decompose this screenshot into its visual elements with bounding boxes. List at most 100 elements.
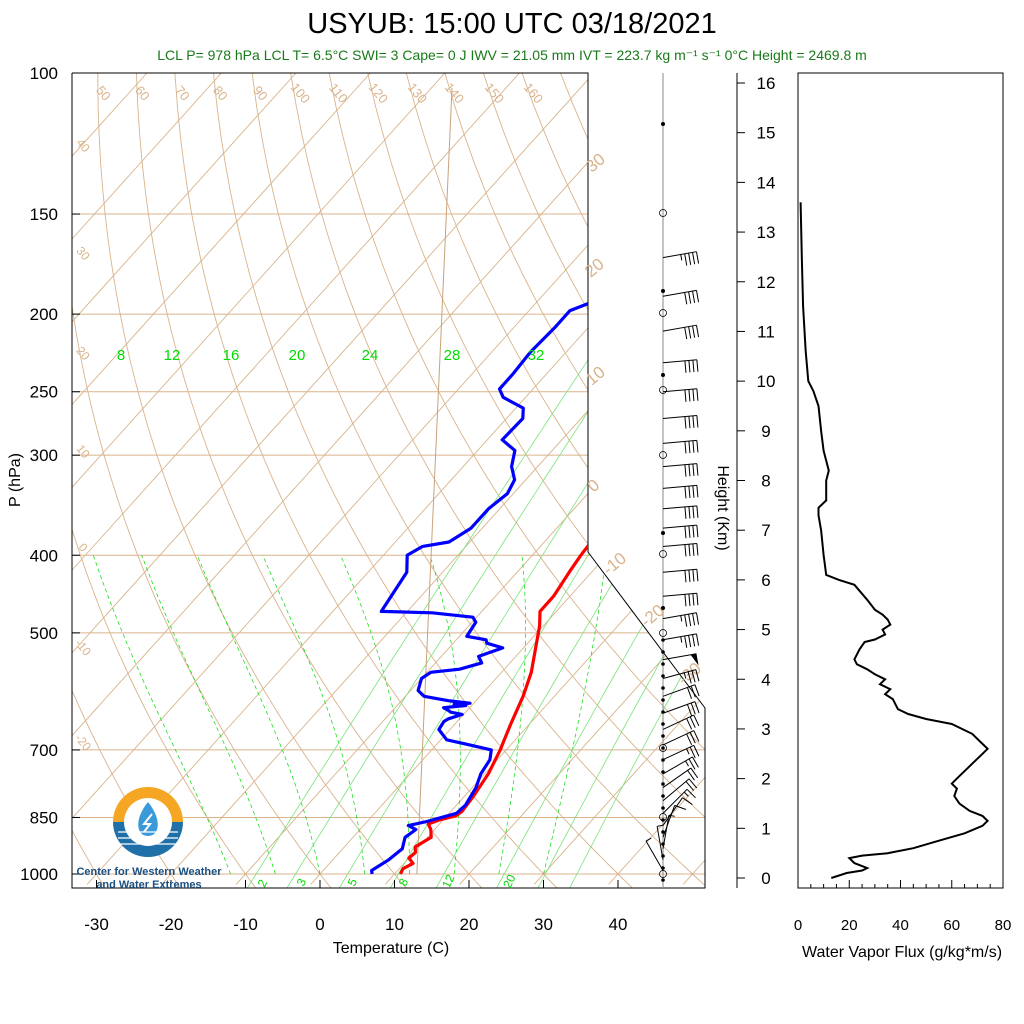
height-tick-label: 13 [757,223,776,242]
chart-subtitle: LCL P= 978 hPa LCL T= 6.5°C SWI= 3 Cape=… [157,47,867,63]
wind-barb-shaft [662,653,697,661]
wind-barb-half-feather [685,760,689,767]
wind-barb-feather [684,506,687,519]
wind-barb-feather [689,746,696,759]
wind-barb-feather [684,594,687,607]
dewpoint-profile [370,213,705,875]
wind-barb-feather [684,486,687,499]
dry-adiabat-line [72,73,108,888]
x-tick-label: 20 [460,915,479,934]
adiabat-label: 100 [288,80,313,106]
y-tick-label: 700 [30,741,58,760]
wind-barb-feather [692,593,695,606]
mixing-ratio-line [388,347,705,888]
wind-barb [662,568,699,583]
wind-barb-feather [688,593,691,606]
isotherm-line [235,73,705,885]
wind-barb-shaft [662,439,697,444]
isotherm-right-label: 30 [582,149,609,176]
wind-barb-feather [692,485,695,498]
mixing-ratio-label: 16 [223,347,240,364]
wind-barb-feather [686,733,693,746]
wind-barb [662,633,700,648]
wind-barb-feather [688,506,691,519]
temperature-profile [399,213,705,875]
wind-barb-feather [689,716,696,728]
wind-level-dot [661,830,665,834]
wind-barb-feather [688,778,698,789]
isotherm-line [72,73,297,885]
wind-barb-shaft [645,840,664,871]
mixing-ratio-label: 8 [117,347,125,364]
cw3e-logo [113,787,183,857]
dry-adiabat-line [72,73,334,888]
wind-barb-half-feather [657,824,664,827]
wind-level-marker [659,744,667,752]
wind-barb [662,542,699,557]
y-tick-label: 500 [30,624,58,643]
wind-barb [662,388,699,402]
wind-barb-feather [688,464,691,477]
wind-barb-feather [688,291,692,304]
wind-barb-feather [686,788,696,799]
isotherm-line [72,73,371,885]
wind-barb-shaft [662,669,696,679]
wind-level-dot [661,854,665,858]
wind-barb-half-feather [668,814,675,817]
wind-level-dot [661,638,665,642]
mixing-ratio-bottom-label: 5 [345,876,361,888]
isotherm-left-label: 30 [73,244,93,263]
height-tick-label: 4 [761,670,770,689]
wind-barb-feather [692,506,695,519]
wind-barb-feather [692,389,695,402]
moist-adiabat-line [262,555,366,875]
mixing-ratio-label: 24 [362,347,379,364]
wind-barb-feather [690,702,696,715]
isotherm-line [459,73,705,885]
wind-barb-half-feather [680,254,683,261]
wind-barb [656,824,664,860]
dry-adiabat-line [97,73,410,888]
mixing-ratio-label: 20 [289,347,306,364]
isotherm-left-label: -10 [72,636,94,659]
wind-barb-feather [688,544,691,557]
wind-level-marker [659,451,667,459]
height-tick-label: 7 [761,521,770,540]
dry-adiabat-line [444,73,705,888]
wind-level-dot [661,758,665,762]
wind-barb-feather [684,635,688,648]
wind-barb-shaft [662,463,697,468]
wind-level-dot [661,122,665,126]
wind-level-dot [661,686,665,690]
wind-barb-shaft [662,633,697,641]
skew-t-frame [71,72,706,889]
wind-barb-feather [690,767,699,779]
wind-barb [662,463,699,477]
wind-barb-shaft [662,524,697,529]
wind-barb-half-feather [683,672,687,679]
wind-barb-feather [684,416,687,429]
height-tick-label: 6 [761,571,770,590]
wind-level-dot [661,650,665,654]
wind-barb [662,804,687,838]
wind-level-dot [661,531,665,535]
dry-adiabat-line [251,73,705,888]
isotherm-right-label: 20 [581,254,608,281]
dry-adiabat-line [637,73,705,888]
mixing-ratio-bottom-label: 3 [294,876,310,888]
wind-barb-shaft [662,568,697,573]
flux-frame [797,72,1004,889]
height-tick-label: 10 [757,372,776,391]
y-tick-label: 150 [30,205,58,224]
wind-barb-feather [694,701,700,714]
mixing-ratio-line [434,347,705,888]
wind-barb-feather [693,714,700,727]
wind-barb-feather [692,569,695,582]
mixing-ratio-bottom-label: 20 [500,872,518,890]
height-tick-label: 16 [757,74,776,93]
isotherm-line [310,73,705,885]
x-tick-label: 30 [534,915,553,934]
y-axis-title: P (hPa) [7,453,24,507]
wind-barb-feather [687,671,692,684]
wind-barb-shaft [662,505,697,510]
